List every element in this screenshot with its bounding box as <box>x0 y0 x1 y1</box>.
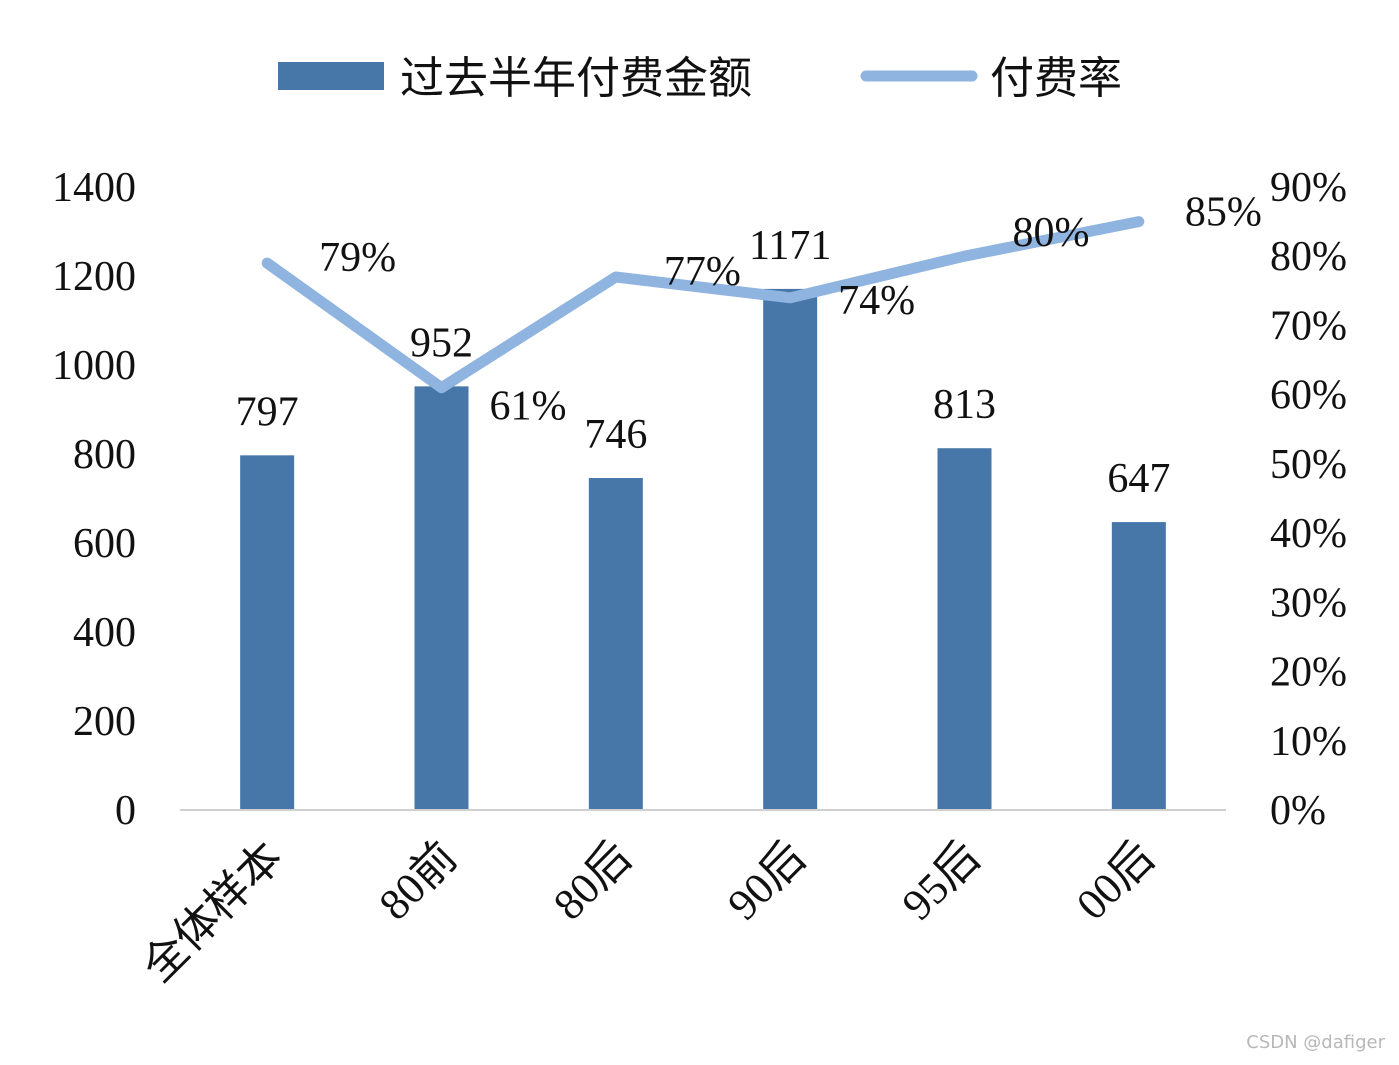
right-tick-label: 10% <box>1270 719 1347 765</box>
line-value-label: 74% <box>838 278 915 324</box>
right-tick-label: 80% <box>1270 234 1347 280</box>
bar <box>240 455 295 810</box>
line-point <box>963 255 966 258</box>
legend-label-bar: 过去半年付费金额 <box>400 54 752 103</box>
category-label: 00后 <box>1067 832 1164 929</box>
line-path <box>261 216 1145 394</box>
left-tick-label: 1400 <box>52 165 136 211</box>
bar-value-label: 1171 <box>749 223 831 269</box>
line-value-label: 77% <box>664 249 741 295</box>
left-axis: 0 200 400 600 800 1000 1200 1400 <box>52 165 136 834</box>
right-tick-label: 30% <box>1270 580 1347 626</box>
category-label: 全体样本 <box>133 832 292 991</box>
watermark: CSDN @dafiger <box>1246 1032 1385 1053</box>
category-label: 90后 <box>718 832 815 929</box>
line-data-labels: 79% 61% 77% 74% 80% 85% <box>319 190 1262 430</box>
right-axis: 0% 10% 20% 30% 40% 50% 60% 70% 80% 90% <box>1270 165 1347 834</box>
bar-value-label: 813 <box>933 382 996 428</box>
line-point <box>789 296 792 299</box>
left-tick-label: 0 <box>115 788 136 834</box>
line-point <box>440 386 443 389</box>
bar-value-label: 952 <box>410 320 473 366</box>
left-tick-label: 200 <box>73 699 136 745</box>
bar-value-label: 746 <box>584 412 647 458</box>
category-labels: 全体样本 80前 80后 90后 95后 00后 <box>133 832 1164 991</box>
bar <box>414 386 469 810</box>
bar-value-label: 797 <box>236 389 299 435</box>
bar <box>588 478 643 810</box>
right-tick-label: 0% <box>1270 788 1326 834</box>
legend-swatch-bar <box>278 62 384 90</box>
right-tick-label: 70% <box>1270 303 1347 349</box>
right-tick-label: 20% <box>1270 650 1347 696</box>
left-tick-label: 400 <box>73 610 136 656</box>
bar-value-label: 647 <box>1107 456 1170 502</box>
right-tick-label: 50% <box>1270 442 1347 488</box>
bar-series <box>240 288 1166 810</box>
legend-label-line: 付费率 <box>990 54 1122 103</box>
right-tick-label: 40% <box>1270 511 1347 557</box>
category-label: 80前 <box>370 832 467 929</box>
left-tick-label: 600 <box>73 521 136 567</box>
line-point <box>1137 220 1140 223</box>
line-point <box>266 262 269 265</box>
line-value-label: 80% <box>1013 210 1090 256</box>
bar <box>937 448 992 810</box>
left-tick-label: 1000 <box>52 343 136 389</box>
line-series <box>261 216 1145 394</box>
line-value-label: 79% <box>319 235 396 281</box>
legend: 过去半年付费金额 付费率 <box>278 54 1122 103</box>
bar <box>763 288 818 810</box>
right-tick-label: 60% <box>1270 373 1347 419</box>
category-label: 80后 <box>544 832 641 929</box>
line-value-label: 61% <box>490 384 567 430</box>
line-value-label: 85% <box>1185 190 1262 236</box>
bar-data-labels: 797 952 746 1171 813 647 <box>236 223 1171 502</box>
bar <box>1111 522 1166 810</box>
right-tick-label: 90% <box>1270 165 1347 211</box>
left-tick-label: 800 <box>73 432 136 478</box>
left-tick-label: 1200 <box>52 254 136 300</box>
line-point <box>614 275 617 278</box>
category-label: 95后 <box>893 832 990 929</box>
